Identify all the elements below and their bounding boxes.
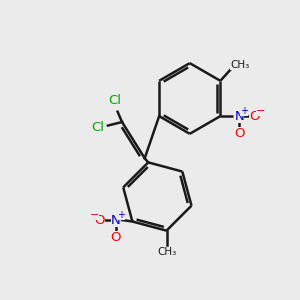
Text: CH₃: CH₃ bbox=[157, 247, 176, 257]
Text: N: N bbox=[111, 214, 121, 226]
Text: −: − bbox=[256, 106, 265, 116]
Text: O: O bbox=[95, 214, 105, 226]
Text: +: + bbox=[241, 106, 248, 116]
Text: N: N bbox=[234, 110, 244, 123]
Text: CH₃: CH₃ bbox=[230, 60, 249, 70]
Text: O: O bbox=[110, 231, 121, 244]
Text: O: O bbox=[234, 127, 244, 140]
Text: O: O bbox=[249, 110, 260, 123]
Text: −: − bbox=[89, 210, 99, 220]
Text: +: + bbox=[117, 210, 124, 220]
Text: Cl: Cl bbox=[91, 121, 104, 134]
Text: Cl: Cl bbox=[108, 94, 121, 107]
